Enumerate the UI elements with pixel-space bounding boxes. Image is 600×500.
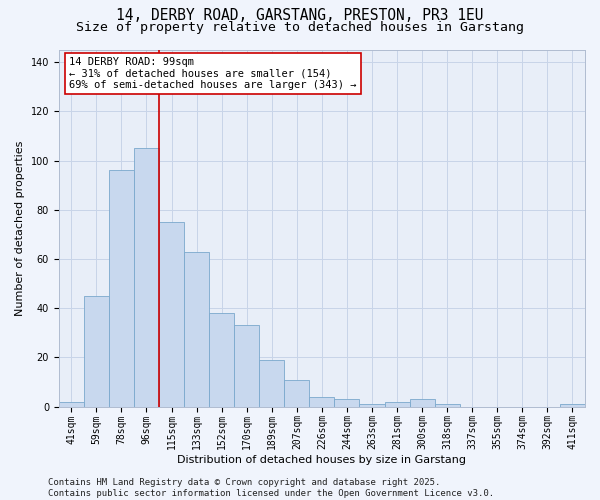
Bar: [359, 404, 385, 406]
Bar: [109, 170, 134, 406]
Text: 14, DERBY ROAD, GARSTANG, PRESTON, PR3 1EU: 14, DERBY ROAD, GARSTANG, PRESTON, PR3 1…: [116, 8, 484, 22]
Bar: [184, 252, 209, 406]
Bar: [410, 399, 434, 406]
Bar: [259, 360, 284, 406]
Bar: [84, 296, 109, 406]
Text: Contains HM Land Registry data © Crown copyright and database right 2025.
Contai: Contains HM Land Registry data © Crown c…: [48, 478, 494, 498]
Bar: [560, 404, 585, 406]
Bar: [434, 404, 460, 406]
Text: Size of property relative to detached houses in Garstang: Size of property relative to detached ho…: [76, 21, 524, 34]
Bar: [334, 399, 359, 406]
Y-axis label: Number of detached properties: Number of detached properties: [15, 140, 25, 316]
Bar: [159, 222, 184, 406]
Bar: [234, 326, 259, 406]
Text: 14 DERBY ROAD: 99sqm
← 31% of detached houses are smaller (154)
69% of semi-deta: 14 DERBY ROAD: 99sqm ← 31% of detached h…: [70, 57, 357, 90]
Bar: [209, 313, 234, 406]
X-axis label: Distribution of detached houses by size in Garstang: Distribution of detached houses by size …: [178, 455, 466, 465]
Bar: [59, 402, 84, 406]
Bar: [385, 402, 410, 406]
Bar: [284, 380, 310, 406]
Bar: [134, 148, 159, 406]
Bar: [310, 396, 334, 406]
